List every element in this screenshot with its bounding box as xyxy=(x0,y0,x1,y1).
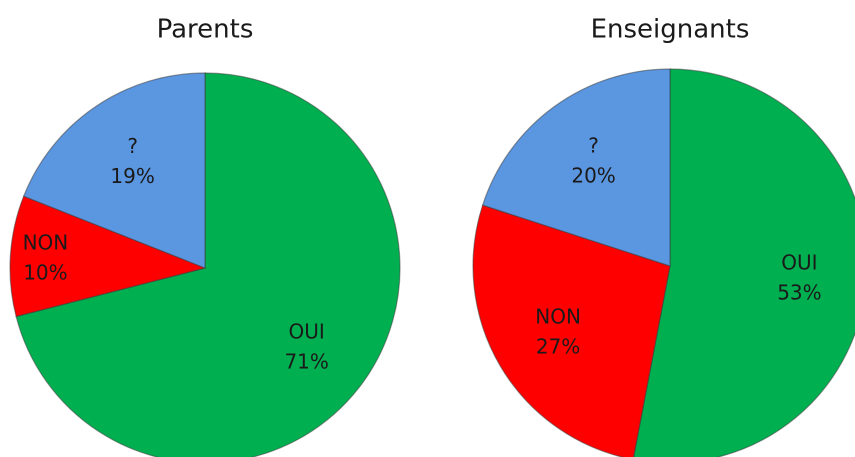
chart-title: Enseignants xyxy=(591,15,750,45)
pie-slice xyxy=(472,204,671,457)
slice-category: NON xyxy=(535,305,581,329)
pie-slice xyxy=(15,72,401,457)
slice-category: OUI xyxy=(289,319,325,343)
pie-slice xyxy=(632,68,855,457)
slice-value-label: 71% xyxy=(284,349,328,373)
slice-category: ? xyxy=(588,133,599,157)
pie-slice xyxy=(22,72,206,269)
pie-slice xyxy=(481,68,671,267)
slice-value-label: 27% xyxy=(536,335,580,359)
slice-value-label: 20% xyxy=(571,163,615,187)
pie-slice xyxy=(9,195,207,318)
chart-title: Parents xyxy=(157,15,254,45)
slice-value-label: 53% xyxy=(777,281,821,305)
slice-value-label: 10% xyxy=(23,260,67,284)
slice-category: ? xyxy=(127,134,138,158)
slice-value-label: 19% xyxy=(110,164,154,188)
slice-category: NON xyxy=(23,230,69,254)
slice-category: OUI xyxy=(781,251,817,275)
